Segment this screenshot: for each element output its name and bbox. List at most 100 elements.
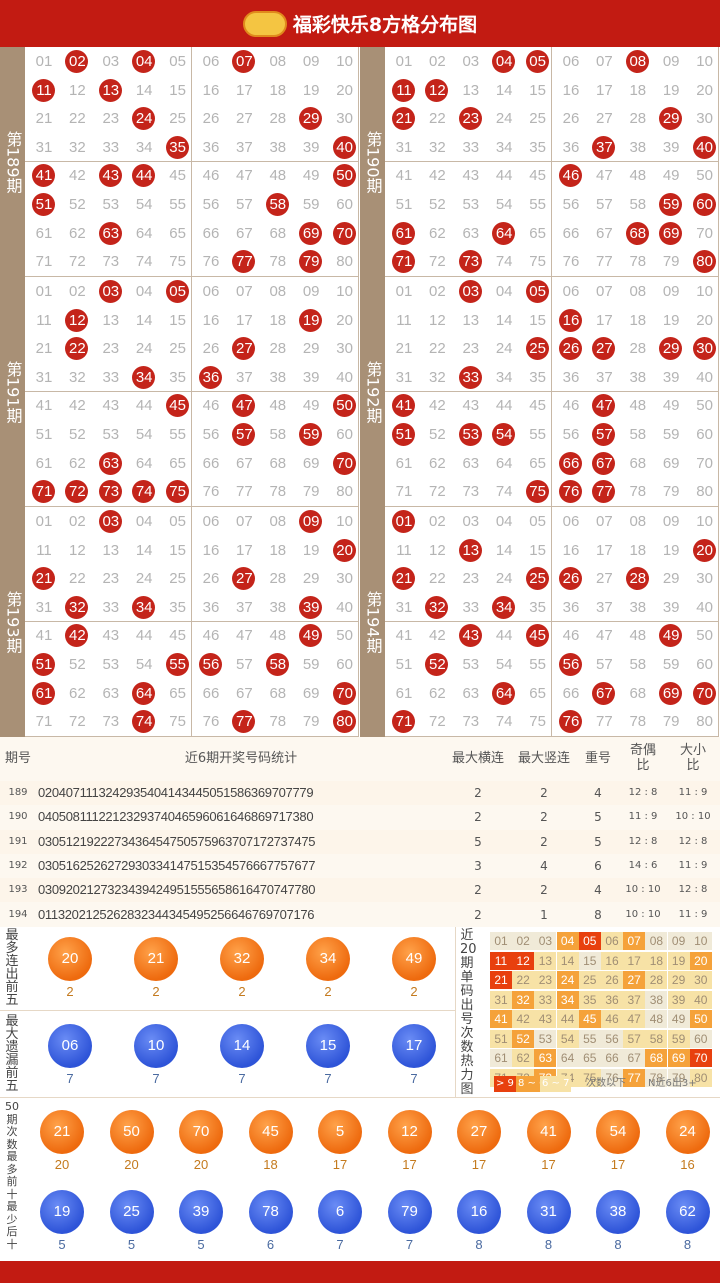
grid-quadrant bbox=[192, 392, 359, 507]
grid-number: 65 bbox=[529, 454, 546, 472]
grid-number: 72 bbox=[69, 713, 86, 731]
heat-cell: 16 bbox=[601, 951, 623, 970]
drawn-number: 50 bbox=[330, 393, 360, 418]
lottery-logo-icon bbox=[242, 10, 287, 37]
most-ball: 45 bbox=[248, 1110, 293, 1154]
stats-odd-even: 12 : 8 bbox=[628, 835, 658, 847]
grid-number: 36 bbox=[562, 138, 580, 156]
heat-cell: 07 bbox=[623, 932, 646, 950]
grid-number: 58 bbox=[629, 426, 647, 443]
header-period: 期号 bbox=[4, 750, 31, 766]
least-ball-count: 8 bbox=[475, 1237, 483, 1252]
grid-number: 57 bbox=[596, 656, 613, 673]
grid-number: 28 bbox=[269, 110, 287, 128]
drawn-number: 45 bbox=[523, 623, 553, 648]
drawn-number: 58 bbox=[263, 652, 293, 677]
miss-ball-count: 7 bbox=[66, 1071, 74, 1086]
heat-cell: 01 bbox=[490, 932, 512, 950]
least-ball: 38 bbox=[596, 1190, 640, 1234]
heat-cell: 48 bbox=[645, 1010, 668, 1028]
grid-number: 67 bbox=[236, 224, 253, 242]
stats-repeat: 5 bbox=[594, 810, 602, 825]
grid-number: 18 bbox=[629, 311, 647, 329]
drawn-number: 20 bbox=[690, 538, 720, 563]
most-ball-count: 20 bbox=[54, 1157, 70, 1172]
heat-cell: 75 bbox=[578, 1068, 601, 1087]
grid-number: 38 bbox=[269, 368, 287, 386]
grid-number: 28 bbox=[269, 340, 287, 358]
period-label: 第194期 bbox=[360, 507, 385, 737]
grid-number: 61 bbox=[395, 684, 413, 702]
heat-cell: 30 bbox=[689, 971, 712, 989]
heat-cell: 27 bbox=[623, 971, 646, 989]
grid-number: 10 bbox=[696, 513, 713, 530]
draw-panel: 第190期 01 02 03 04 05 06 07 08 09 10 11 12 13 14 15 16 17 1… bbox=[360, 47, 720, 277]
hot-ball-count: 2 bbox=[238, 984, 246, 999]
grid-number: 59 bbox=[302, 196, 320, 213]
stats-numbers: 0305162526272930334147515354576667757677 bbox=[38, 857, 316, 873]
drawn-number: 11 bbox=[29, 78, 59, 103]
grid-number: 26 bbox=[562, 110, 580, 128]
heat-cell: 31 bbox=[490, 990, 512, 1009]
grid-number: 62 bbox=[429, 224, 446, 242]
stats-period: 189 bbox=[8, 787, 28, 798]
stats-big-small: 11 : 9 bbox=[678, 908, 708, 920]
drawn-number: 61 bbox=[389, 221, 419, 246]
grid-number: 20 bbox=[336, 311, 353, 329]
grid-number: 01 bbox=[35, 53, 53, 70]
grid-number: 01 bbox=[395, 53, 413, 70]
grid-number: 50 bbox=[696, 397, 713, 415]
grid-number: 61 bbox=[395, 454, 413, 472]
stats-repeat: 5 bbox=[594, 834, 602, 849]
drawn-number: 23 bbox=[456, 106, 486, 131]
grid-number: 48 bbox=[629, 627, 647, 645]
drawn-number: 55 bbox=[163, 652, 193, 677]
grid-number: 63 bbox=[462, 684, 480, 702]
grid-number: 55 bbox=[169, 196, 186, 213]
analysis-section: 最多连出前五 最大遗漏前五 50期次数最多前十最少后十 近20期单码出号次数热力… bbox=[0, 927, 720, 1261]
grid-number: 17 bbox=[236, 81, 253, 99]
drawn-number: 73 bbox=[96, 479, 126, 504]
heat-cell: 44 bbox=[556, 1010, 579, 1028]
grid-number: 29 bbox=[302, 340, 320, 358]
drawn-number: 53 bbox=[456, 422, 486, 447]
drawn-number: 28 bbox=[623, 566, 653, 591]
grid-number: 21 bbox=[35, 340, 53, 358]
drawn-number: 40 bbox=[690, 135, 720, 160]
drawn-number: 61 bbox=[29, 681, 59, 706]
stats-max-h: 2 bbox=[474, 907, 482, 922]
grid-number: 68 bbox=[629, 684, 647, 702]
drawn-number: 05 bbox=[523, 279, 553, 304]
grid-number: 54 bbox=[135, 196, 153, 213]
grid-number: 59 bbox=[662, 656, 680, 673]
grid-number: 57 bbox=[596, 196, 613, 213]
drawn-number: 13 bbox=[96, 78, 126, 103]
drawn-number: 24 bbox=[129, 106, 159, 131]
grid-number: 33 bbox=[462, 598, 480, 616]
grid-number: 12 bbox=[69, 541, 86, 559]
grid-number: 63 bbox=[102, 684, 120, 702]
drawn-number: 43 bbox=[96, 163, 126, 188]
stats-numbers: 0405081112212329374046596061646869717380 bbox=[38, 809, 314, 825]
grid-number: 78 bbox=[269, 483, 287, 501]
grid-number: 15 bbox=[169, 311, 186, 329]
drawn-number: 71 bbox=[29, 479, 59, 504]
grid-quadrant bbox=[552, 277, 719, 392]
heat-cell: 18 bbox=[645, 951, 668, 970]
grid-number: 54 bbox=[495, 196, 513, 213]
grid-number: 31 bbox=[395, 598, 413, 616]
drawn-number: 56 bbox=[196, 652, 226, 677]
grid-number: 06 bbox=[562, 53, 580, 70]
grid-number: 51 bbox=[395, 656, 413, 673]
hot-ball: 49 bbox=[392, 937, 436, 981]
grid-number: 42 bbox=[429, 397, 446, 415]
grid-number: 77 bbox=[596, 713, 613, 731]
grid-number: 30 bbox=[336, 340, 353, 358]
drawn-number: 57 bbox=[589, 422, 619, 447]
drawn-number: 69 bbox=[296, 221, 326, 246]
drawn-number: 43 bbox=[456, 623, 486, 648]
grid-number: 74 bbox=[135, 253, 153, 271]
stats-max-h: 2 bbox=[474, 810, 482, 825]
grid-number: 64 bbox=[135, 454, 153, 472]
drawn-number: 54 bbox=[489, 422, 519, 447]
